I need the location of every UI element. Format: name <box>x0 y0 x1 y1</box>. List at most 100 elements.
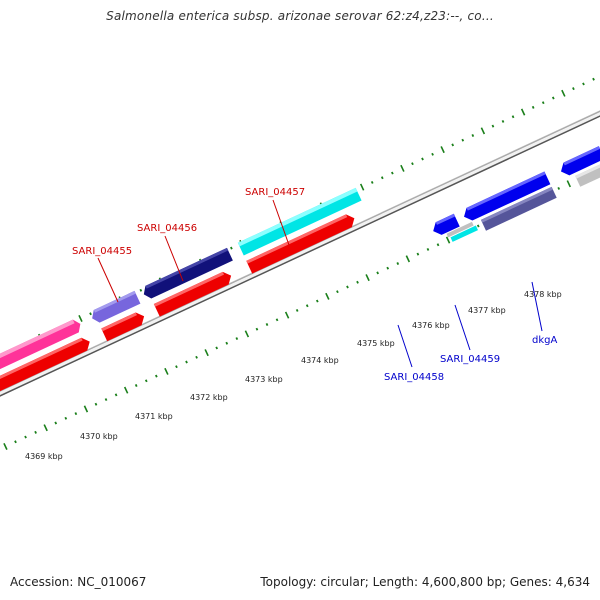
minor-tick <box>541 101 545 105</box>
minor-tick <box>582 82 585 86</box>
minor-tick <box>114 393 118 397</box>
minor-tick <box>74 412 78 416</box>
major-tick <box>405 255 411 263</box>
minor-tick <box>336 290 339 294</box>
minor-tick <box>471 134 475 137</box>
leader-sari-04455 <box>97 257 119 303</box>
gene-feature-blue-small <box>433 213 460 235</box>
minor-tick <box>572 87 575 91</box>
minor-tick <box>104 398 108 402</box>
minor-tick <box>315 299 319 303</box>
major-tick <box>400 164 405 172</box>
top-gene-labels: SARI_04455 SARI_04456 SARI_04457 <box>72 187 305 303</box>
scale-label-4373: 4373 kbp <box>245 375 283 384</box>
gene-feature-sari-04455-highlight <box>93 290 136 313</box>
minor-tick <box>551 96 555 100</box>
minor-tick <box>144 379 148 383</box>
minor-tick <box>305 304 309 308</box>
gene-feature-blue-small-highlight <box>435 213 456 225</box>
minor-tick <box>54 421 58 425</box>
minor-tick <box>175 365 178 369</box>
minor-tick <box>235 337 239 341</box>
minor-tick <box>476 224 480 228</box>
minor-tick <box>215 346 219 350</box>
scale-label-4376: 4376 kbp <box>412 321 450 330</box>
bottom-gene-labels: SARI_04458 SARI_04459 dkgA <box>384 281 557 383</box>
scale-label-4378: 4378 kbp <box>524 290 562 299</box>
label-sari-04459: SARI_04459 <box>440 354 500 365</box>
gene-feature-sari-04457-highlight <box>237 187 358 247</box>
scale-label-4374: 4374 kbp <box>301 356 339 365</box>
major-tick <box>204 349 209 357</box>
scale-label-4372: 4372 kbp <box>190 393 228 402</box>
minor-tick <box>592 77 595 81</box>
leader-sari-04457 <box>272 199 290 246</box>
minor-tick <box>295 308 299 312</box>
gene-feature-blue-long-highlight <box>466 171 546 211</box>
leader-sari-04458 <box>397 324 413 368</box>
major-tick <box>164 367 169 375</box>
minor-tick <box>370 180 374 184</box>
gene-feature-sari-04459-highlight <box>480 186 553 223</box>
major-tick <box>325 292 330 300</box>
gene-feature-red-3-highlight <box>153 271 224 307</box>
minor-tick <box>64 416 68 420</box>
backbone-inner <box>0 101 600 409</box>
major-tick <box>561 89 566 97</box>
major-tick <box>480 127 486 135</box>
minor-tick <box>531 105 535 109</box>
minor-tick <box>185 360 188 364</box>
minor-tick <box>386 266 390 270</box>
gene-feature-sari-04459 <box>480 186 557 231</box>
gene-feature-sari-04458-cyan <box>450 225 478 242</box>
gene-feature-red-2 <box>101 312 145 342</box>
minor-tick <box>396 262 400 265</box>
scale-label-4369: 4369 kbp <box>25 452 63 461</box>
gene-feature-red-1-highlight <box>0 337 83 392</box>
minor-tick <box>225 341 229 345</box>
major-tick <box>78 314 83 322</box>
gene-feature-red-4 <box>246 214 355 274</box>
minor-tick <box>24 435 27 439</box>
minor-tick <box>230 246 233 250</box>
label-dkga: dkgA <box>532 335 557 346</box>
accession-text: Accession: NC_010067 <box>10 575 147 589</box>
minor-tick <box>557 186 561 190</box>
minor-tick <box>155 374 158 378</box>
major-tick <box>359 183 365 191</box>
minor-tick <box>356 280 359 284</box>
label-sari-04457: SARI_04457 <box>245 187 305 198</box>
major-tick <box>43 424 48 432</box>
major-tick <box>445 236 451 244</box>
major-tick <box>284 311 290 319</box>
gene-feature-dkga-highlight <box>575 157 600 179</box>
leader-dkga <box>531 281 543 332</box>
gene-feature-sari-04456 <box>143 247 233 299</box>
major-tick <box>83 405 89 413</box>
scale-label-4370: 4370 kbp <box>80 432 118 441</box>
minor-tick <box>511 115 515 119</box>
major-tick <box>3 442 8 450</box>
minor-tick <box>426 247 430 251</box>
gene-feature-red-4-highlight <box>246 214 348 264</box>
scale-label-4377: 4377 kbp <box>468 306 506 315</box>
leader-sari-04456 <box>164 235 184 282</box>
minor-tick <box>416 252 420 256</box>
minor-tick <box>391 171 394 175</box>
minor-tick <box>275 318 279 322</box>
minor-tick <box>195 355 198 359</box>
gene-feature-dkga <box>575 157 600 187</box>
leader-sari-04459 <box>454 304 471 351</box>
scale-label-4371: 4371 kbp <box>135 412 173 421</box>
gene-feature-blue-long <box>464 171 551 221</box>
minor-tick <box>265 323 269 326</box>
gene-feature-sari-04456-highlight <box>145 247 229 289</box>
topology-text: Topology: circular; Length: 4,600,800 bp… <box>260 575 590 589</box>
minor-tick <box>134 384 138 387</box>
major-tick <box>365 274 370 282</box>
scale-label-4375: 4375 kbp <box>357 339 395 348</box>
gene-feature-blue-3 <box>560 146 600 176</box>
minor-tick <box>411 162 414 166</box>
gene-feature-red-2-highlight <box>101 312 137 332</box>
